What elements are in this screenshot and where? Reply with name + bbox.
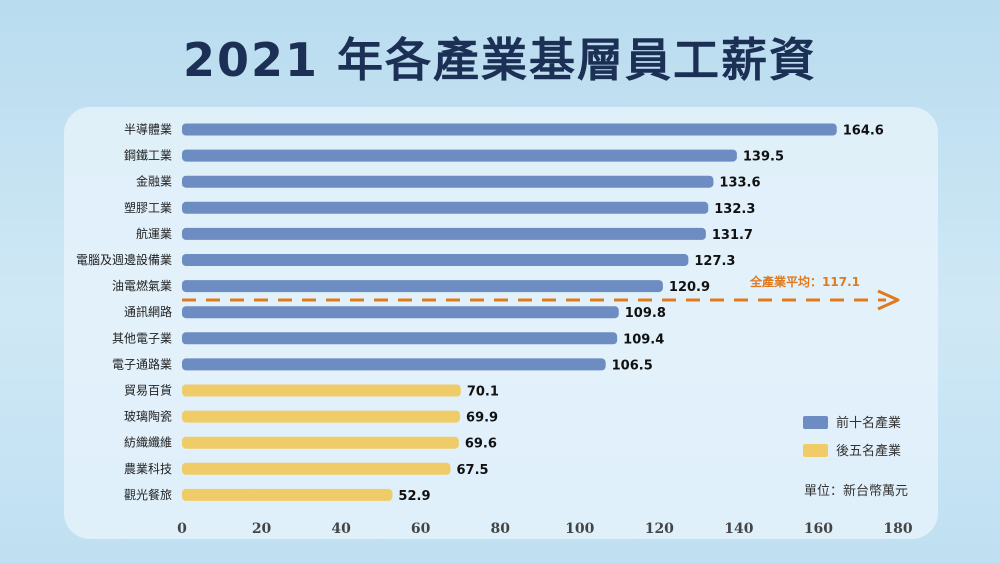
value-label: 132.3	[714, 202, 755, 217]
value-label: 69.6	[465, 437, 497, 452]
value-label: 70.1	[467, 385, 499, 400]
category-label: 通訊網路	[124, 304, 172, 319]
category-label: 鋼鐵工業	[124, 148, 172, 163]
x-tick-label: 100	[565, 521, 594, 537]
value-label: 133.6	[719, 176, 760, 191]
bar	[182, 280, 663, 293]
category-label: 電腦及週邊設備業	[76, 252, 172, 267]
bar	[182, 488, 393, 501]
value-label: 131.7	[712, 228, 753, 243]
x-tick-label: 40	[331, 521, 351, 537]
category-label: 觀光餐旅	[124, 487, 172, 502]
x-tick-label: 20	[252, 521, 272, 537]
bar	[182, 123, 837, 136]
average-label: 全產業平均：117.1	[749, 274, 860, 289]
category-label: 紡織纖維	[124, 435, 172, 450]
value-label: 109.8	[625, 306, 666, 321]
category-label: 半導體業	[124, 123, 172, 137]
value-label: 52.9	[398, 489, 430, 504]
x-tick-label: 0	[177, 521, 187, 537]
bar	[182, 149, 737, 162]
category-label: 金融業	[136, 174, 172, 189]
average-arrow-icon	[877, 289, 900, 311]
bar	[182, 201, 709, 214]
category-label: 電子通路業	[112, 356, 172, 371]
bar	[182, 358, 606, 371]
value-label: 106.5	[612, 358, 653, 373]
value-label: 139.5	[743, 150, 784, 165]
bar	[182, 436, 459, 449]
value-label: 109.4	[623, 332, 664, 347]
category-label: 油電燃氣業	[112, 278, 172, 293]
legend-label: 後五名產業	[836, 443, 901, 459]
legend-swatch	[803, 444, 828, 457]
bar	[182, 462, 451, 475]
x-tick-label: 180	[883, 521, 912, 537]
page-title: 2021 年各產業基層員工薪資	[182, 33, 818, 87]
bar	[182, 306, 619, 319]
value-label: 120.9	[669, 280, 710, 295]
category-label: 貿易百貨	[124, 383, 172, 398]
value-label: 69.9	[466, 411, 498, 426]
category-label: 航運業	[136, 226, 172, 241]
category-label: 塑膠工業	[124, 200, 172, 215]
bar	[182, 254, 689, 266]
x-tick-label: 80	[490, 521, 510, 537]
value-label: 164.6	[843, 124, 884, 139]
x-tick-label: 160	[804, 521, 833, 537]
bar	[182, 332, 618, 345]
x-tick-label: 60	[411, 521, 431, 537]
category-label: 其他電子業	[112, 331, 172, 345]
x-tick-label: 140	[724, 521, 753, 537]
unit-label: 單位：新台幣萬元	[804, 483, 908, 499]
category-label: 玻璃陶瓷	[124, 409, 172, 424]
legend-swatch	[803, 416, 828, 429]
legend-label: 前十名產業	[836, 415, 901, 431]
value-label: 67.5	[457, 463, 489, 478]
category-label: 農業科技	[124, 462, 172, 476]
bar	[182, 227, 706, 240]
bar	[182, 175, 714, 188]
bar	[182, 384, 461, 397]
value-label: 127.3	[694, 254, 735, 269]
bar	[182, 410, 461, 423]
x-tick-label: 120	[645, 521, 674, 537]
